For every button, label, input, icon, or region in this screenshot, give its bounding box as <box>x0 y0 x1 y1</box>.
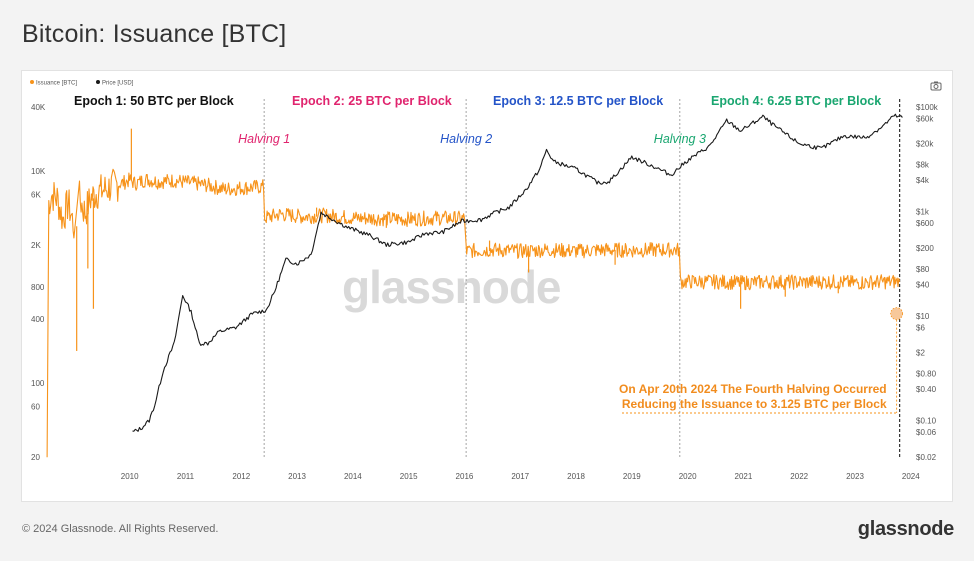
legend-marker <box>30 80 34 84</box>
legend-label: Issuance [BTC] <box>36 81 77 87</box>
price-line <box>132 113 903 432</box>
x-tick-label: 2011 <box>177 472 195 481</box>
x-tick-label: 2023 <box>846 472 864 481</box>
y-right-tick-label: $0.06 <box>916 428 937 437</box>
x-tick-label: 2022 <box>790 472 808 481</box>
y-right-tick-label: $20k <box>916 140 934 149</box>
x-tick-label: 2012 <box>232 472 250 481</box>
x-tick-label: 2024 <box>902 472 920 481</box>
y-right-tick-label: $0.40 <box>916 385 937 394</box>
y-left-tick-label: 20 <box>31 453 40 462</box>
y-right-tick-label: $0.80 <box>916 369 937 378</box>
x-tick-label: 2018 <box>567 472 585 481</box>
y-right-tick-label: $40 <box>916 281 930 290</box>
annotation-text: Reducing the Issuance to 3.125 BTC per B… <box>622 397 887 411</box>
epoch-label: Epoch 3: 12.5 BTC per Block <box>493 94 663 108</box>
y-right-tick-label: $2 <box>916 349 925 358</box>
halving-label: Halving 1 <box>238 132 290 146</box>
y-right-tick-label: $6 <box>916 324 925 333</box>
chart-card: glassnode 20 60 100 400 800 2K 6K 10K 40K $100k $6… <box>21 70 953 502</box>
fourth-halving-marker <box>890 307 904 321</box>
y-left-tick-label: 400 <box>31 315 45 324</box>
halving-label: Halving 2 <box>440 132 492 146</box>
series-layer <box>46 113 903 458</box>
y-left-tick-label: 800 <box>31 283 45 292</box>
y-right-tick-label: $10 <box>916 312 930 321</box>
y-left-tick-label: 2K <box>31 241 41 250</box>
x-tick-label: 2019 <box>623 472 641 481</box>
issuance-line <box>46 168 901 458</box>
y-left-tick-label: 40K <box>31 103 46 112</box>
x-tick-label: 2015 <box>400 472 418 481</box>
legend-marker <box>96 80 100 84</box>
x-tick-label: 2014 <box>344 472 362 481</box>
watermark: glassnode <box>342 261 561 313</box>
y-right-tick-label: $8k <box>916 160 930 169</box>
y-right-tick-label: $4k <box>916 176 930 185</box>
x-tick-label: 2010 <box>121 472 139 481</box>
footer-brand-logo[interactable]: glassnode <box>857 518 955 540</box>
y-right-tick-label: $0.02 <box>916 453 937 462</box>
y-right-tick-label: $80 <box>916 265 930 274</box>
y-right-tick-label: $1k <box>916 207 930 216</box>
page-title: Bitcoin: Issuance [BTC] <box>22 20 287 48</box>
footer-copyright: © 2024 Glassnode. All Rights Reserved. <box>22 523 219 535</box>
legend-label: Price [USD] <box>102 81 134 87</box>
x-tick-label: 2020 <box>679 472 697 481</box>
y-right-tick-label: $60k <box>916 115 934 124</box>
x-tick-label: 2021 <box>735 472 753 481</box>
y-left-tick-label: 60 <box>31 402 40 411</box>
y-right-tick-label: $0.10 <box>916 416 937 425</box>
label-layer: Issuance [BTC] Price [USD] Halving 1 Halvin… <box>30 80 904 414</box>
x-tick-label: 2017 <box>511 472 529 481</box>
annotation-text: On Apr 20th 2024 The Fourth Halving Occu… <box>619 382 887 396</box>
camera-icon[interactable] <box>930 81 942 91</box>
y-left-tick-label: 10K <box>31 167 46 176</box>
y-right-tick-label: $100k <box>916 103 939 112</box>
epoch-label: Epoch 2: 25 BTC per Block <box>292 94 452 108</box>
x-tick-label: 2016 <box>456 472 474 481</box>
y-right-tick-label: $600 <box>916 219 934 228</box>
issuance-chart[interactable]: glassnode 20 60 100 400 800 2K 6K 10K 40K $100k $6… <box>22 71 952 501</box>
axis-layer: 20 60 100 400 800 2K 6K 10K 40K $100k $60k $20k $8k $… <box>31 103 939 481</box>
epoch-label: Epoch 4: 6.25 BTC per Block <box>711 94 881 108</box>
x-tick-label: 2013 <box>288 472 306 481</box>
y-left-tick-label: 100 <box>31 379 45 388</box>
y-left-tick-label: 6K <box>31 190 41 199</box>
halving-label: Halving 3 <box>654 132 706 146</box>
y-right-tick-label: $200 <box>916 244 934 253</box>
epoch-label: Epoch 1: 50 BTC per Block <box>74 94 234 108</box>
